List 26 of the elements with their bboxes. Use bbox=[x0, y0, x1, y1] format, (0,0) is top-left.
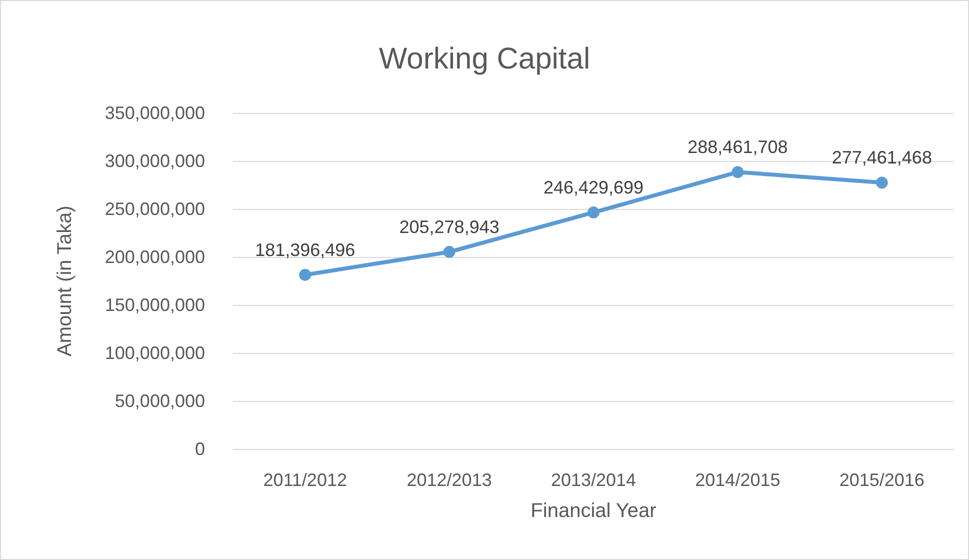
y-tick-label: 100,000,000 bbox=[104, 343, 205, 363]
point bbox=[732, 166, 744, 178]
y-axis-title: Amount (in Taka) bbox=[54, 206, 76, 356]
x-axis-title: Financial Year bbox=[530, 500, 657, 522]
y-tick-label: 200,000,000 bbox=[104, 247, 205, 267]
x-tick-label: 2015/2016 bbox=[839, 470, 924, 490]
point bbox=[299, 268, 312, 281]
point bbox=[588, 206, 600, 218]
data-label: 181,396,496 bbox=[255, 240, 356, 260]
x-tick-label: 2014/2015 bbox=[695, 470, 780, 490]
data-label: 205,278,943 bbox=[399, 216, 500, 237]
x-tick-label: 2011/2012 bbox=[263, 470, 347, 490]
chart-title: Working Capital bbox=[378, 42, 590, 76]
point bbox=[876, 176, 888, 189]
y-tick-label: 300,000,000 bbox=[104, 151, 205, 171]
y-tick-label: 0 bbox=[194, 439, 205, 459]
y-tick-label: 50,000,000 bbox=[114, 391, 205, 411]
y-tick-label: 350,000,000 bbox=[104, 103, 205, 123]
y-tick-label: 250,000,000 bbox=[104, 199, 205, 219]
data-label: 288,461,708 bbox=[688, 137, 788, 158]
data-label: 277,461,468 bbox=[832, 148, 932, 168]
x-tick-label: 2012/2013 bbox=[406, 470, 492, 490]
point bbox=[443, 246, 456, 258]
data-label: 246,429,699 bbox=[543, 177, 644, 198]
y-tick-label: 150,000,000 bbox=[104, 295, 205, 315]
x-tick-label: 2013/2014 bbox=[550, 470, 636, 490]
